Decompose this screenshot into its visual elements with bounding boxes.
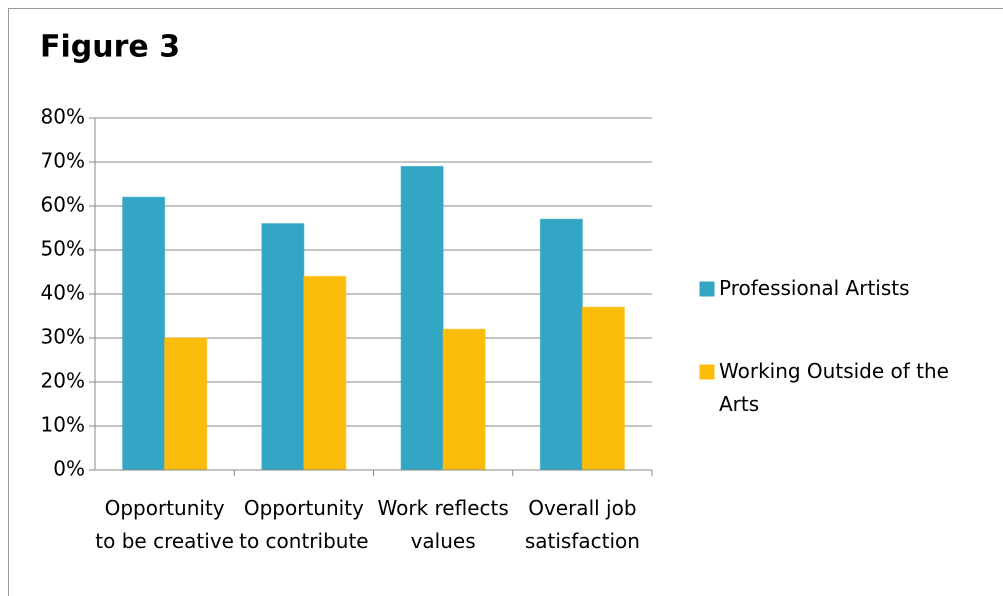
legend-label: Working Outside of the Arts <box>719 359 949 416</box>
bar <box>581 306 625 471</box>
bar <box>442 328 486 471</box>
bar <box>400 165 444 471</box>
bar <box>122 196 166 471</box>
bar <box>539 218 583 471</box>
y-tick-label: 80% <box>41 105 85 129</box>
legend-label: Professional Artists <box>719 276 910 300</box>
bar <box>164 337 208 471</box>
bar <box>303 275 347 471</box>
x-tick-label: Opportunity to be creative <box>95 496 234 553</box>
y-tick-label: 10% <box>41 413 85 437</box>
x-tick-label: Opportunity to contribute <box>239 496 369 553</box>
y-tick-label: 60% <box>41 193 85 217</box>
frame <box>8 8 1003 596</box>
y-tick-label: 70% <box>41 149 85 173</box>
x-tick-label: Work reflects values <box>377 496 509 553</box>
legend-swatch <box>699 281 715 297</box>
y-tick-label: 40% <box>41 281 85 305</box>
x-tick-label: Overall job satisfaction <box>524 496 640 553</box>
y-tick-label: 20% <box>41 369 85 393</box>
y-tick-label: 30% <box>41 325 85 349</box>
chart-title: Figure 3 <box>40 30 180 65</box>
y-tick-label: 0% <box>53 457 85 481</box>
y-tick-label: 50% <box>41 237 85 261</box>
legend-swatch <box>699 364 715 380</box>
bar <box>261 223 305 471</box>
